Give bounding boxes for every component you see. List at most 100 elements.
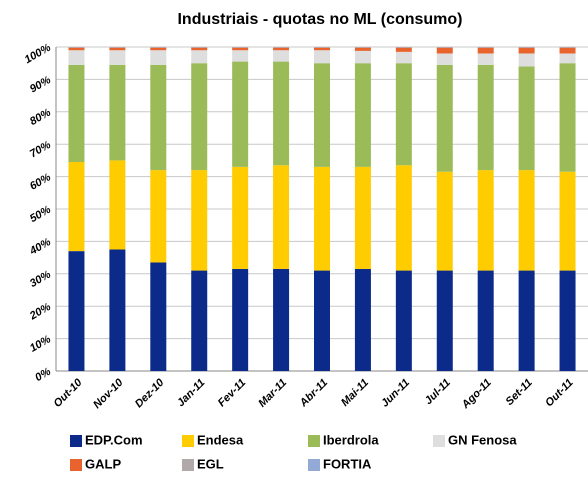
legend-label: GALP (85, 456, 121, 471)
bar-segment (191, 63, 208, 171)
x-tick-label: Mar-11 (256, 377, 289, 410)
bar-segment (395, 51, 412, 64)
x-tick-label: Ago-11 (459, 377, 494, 412)
bar-segment (232, 61, 249, 167)
bar-segment (518, 170, 535, 271)
legend-label: EDP.Com (85, 432, 143, 447)
bar-segment (477, 270, 494, 371)
legend-swatch (308, 435, 320, 447)
y-tick-label: 80% (28, 106, 53, 128)
legend-label: GN Fenosa (448, 432, 517, 447)
bar-segment (150, 262, 167, 371)
bar-segment (559, 47, 576, 54)
bar-segment (395, 165, 412, 271)
bar-segment (436, 171, 453, 271)
bar-segment (559, 63, 576, 172)
bar-segment (436, 64, 453, 172)
legend-swatch (433, 435, 445, 447)
bar-segment (395, 47, 412, 52)
y-tick-label: 50% (28, 204, 53, 226)
bar-segment (150, 50, 167, 65)
bar-segment (191, 270, 208, 371)
bar-segment (354, 166, 371, 269)
bar-segment (109, 64, 126, 161)
bar-segment (273, 61, 290, 166)
x-tick-label: Mai-11 (339, 377, 371, 409)
y-tick-label: 70% (28, 139, 53, 161)
x-tick-label: Jun-11 (379, 377, 412, 410)
bar-segment (354, 63, 371, 167)
bar-segment (68, 50, 85, 65)
bar-segment (273, 50, 290, 62)
bar-segment (191, 170, 208, 271)
bar-segment (232, 166, 249, 269)
bar-segment (150, 47, 167, 51)
chart-title: Industriais - quotas no ML (consumo) (177, 11, 462, 28)
bar-segment (191, 47, 208, 51)
bar-segment (109, 50, 126, 65)
bar-segment (518, 270, 535, 371)
y-tick-label: 90% (28, 74, 53, 96)
legend-label: Endesa (197, 432, 244, 447)
bar-segment (395, 63, 412, 166)
y-tick-label: 40% (27, 236, 53, 258)
bar-segment (232, 268, 249, 371)
bar-segment (559, 270, 576, 371)
y-tick-label: 0% (33, 366, 53, 384)
bar-segment (518, 66, 535, 171)
bar-segment (518, 53, 535, 67)
bar-segment (354, 47, 371, 51)
bar-segment (559, 171, 576, 271)
legend-swatch (308, 459, 320, 471)
bar-segment (477, 64, 494, 171)
bar-segment (68, 47, 85, 51)
legend-label: EGL (197, 456, 224, 471)
bar-segment (354, 50, 371, 64)
bar-segment (232, 50, 249, 62)
bar-segment (477, 170, 494, 271)
y-tick-label: 60% (28, 171, 53, 193)
x-tick-label: Out-11 (543, 377, 576, 410)
legend-label: FORTIA (323, 456, 372, 471)
x-tick-label: Jul-11 (423, 377, 453, 407)
legend-label: Iberdrola (323, 432, 379, 447)
bar-segment (436, 270, 453, 371)
y-tick-label: 30% (28, 268, 53, 290)
bar-segment (477, 47, 494, 54)
legend-swatch (70, 459, 82, 471)
x-tick-label: Nov-10 (91, 376, 126, 411)
bar-segment (477, 53, 494, 65)
bar-segment (273, 47, 290, 51)
legend-swatch (182, 459, 194, 471)
x-tick-label: Jan-11 (175, 377, 208, 410)
bar-segment (191, 50, 208, 64)
bar-segment (68, 162, 85, 252)
bar-segment (273, 268, 290, 371)
bar-segment (314, 50, 330, 64)
bar-segment (559, 53, 576, 64)
bar-segment (314, 47, 330, 51)
bar-segment (68, 251, 85, 371)
x-tick-label: Dez-10 (133, 376, 167, 410)
bar-segment (68, 64, 85, 163)
legend-swatch (182, 435, 194, 447)
x-tick-label: Abr-11 (297, 377, 330, 410)
x-tick-label: Set-11 (504, 377, 535, 408)
x-tick-label: Fev-11 (216, 377, 249, 410)
bar-segment (273, 165, 290, 269)
bar-segment (109, 47, 126, 51)
y-tick-label: 10% (28, 333, 53, 355)
bar-segment (314, 166, 330, 271)
bar-segment (314, 270, 330, 371)
bar-segment (436, 47, 453, 54)
bar-segment (354, 268, 371, 371)
bar-segment (150, 170, 167, 263)
bar-segment (109, 249, 126, 371)
bar-segment (150, 64, 167, 171)
x-tick-label: Out-10 (52, 376, 86, 410)
bar-segment (395, 270, 412, 371)
y-tick-label: 100% (23, 42, 54, 67)
bar-segment (314, 63, 330, 167)
bar-segment (436, 53, 453, 65)
